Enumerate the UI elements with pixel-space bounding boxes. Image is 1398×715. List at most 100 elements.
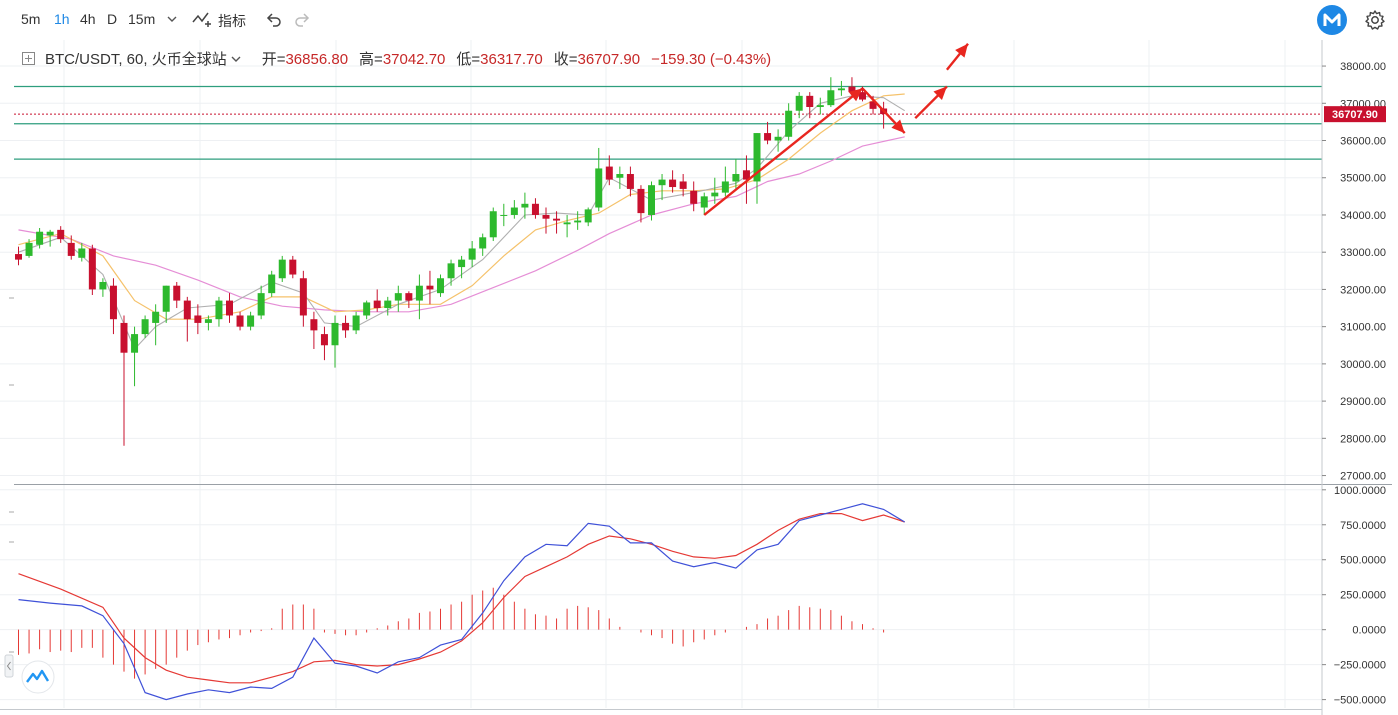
candle-body: [542, 214, 550, 219]
timeframe-d[interactable]: D: [107, 11, 118, 27]
timeframe-5m[interactable]: 5m: [21, 11, 41, 27]
macd-tick-label: 750.0000: [1340, 520, 1386, 532]
candle-body: [626, 174, 634, 189]
price-tick-label: 29000.00: [1340, 396, 1386, 408]
close-label: 收=: [553, 51, 578, 68]
price-axis: 38000.0037000.0036000.0035000.0034000.00…: [1321, 40, 1386, 715]
annotation-arrow-head: [848, 88, 863, 102]
candle-body: [669, 179, 677, 188]
candle-body: [711, 192, 719, 197]
candle-body: [120, 322, 128, 353]
price-tick-label: 31000.00: [1340, 322, 1386, 334]
price-tick-label: 35000.00: [1340, 173, 1386, 185]
indicators-button[interactable]: 指标: [218, 13, 246, 29]
current-price-label: 36707.90: [1332, 109, 1378, 121]
redo-icon[interactable]: [292, 10, 312, 30]
candle-body: [553, 218, 561, 221]
brand-logo: [1317, 5, 1347, 35]
gear-icon[interactable]: [1364, 9, 1386, 31]
candle-body: [15, 254, 22, 260]
candle-body: [289, 259, 297, 275]
chevron-left-icon: [6, 661, 11, 671]
annotation-arrow-head: [933, 86, 947, 100]
candle-body: [458, 259, 466, 268]
candle-body: [257, 293, 265, 316]
chevron-down-icon[interactable]: [230, 54, 242, 64]
candle-body: [510, 207, 518, 215]
moving-averages: [18, 93, 905, 350]
candle-body: [563, 222, 571, 225]
timeframe-15m[interactable]: 15m: [128, 11, 156, 27]
ma-slow-line: [18, 136, 905, 313]
ma-mid-line: [18, 93, 905, 320]
candle-body: [331, 322, 339, 346]
candlesticks: [15, 77, 888, 446]
candle-body: [352, 315, 360, 331]
annotation-arrows: [703, 42, 969, 216]
price-tick-label: 34000.00: [1340, 210, 1386, 222]
candle-body: [489, 211, 497, 238]
macd-tick-label: 500.0000: [1340, 555, 1386, 567]
candle-body: [700, 196, 708, 208]
timeframe-1h[interactable]: 1h: [54, 11, 70, 27]
candle-body: [394, 293, 402, 301]
chevron-down-icon[interactable]: [166, 13, 178, 25]
close-value: 36707.90: [577, 51, 641, 68]
candle-body: [479, 237, 487, 249]
macd-tick-label: 1000.0000: [1334, 485, 1386, 497]
high-value: 37042.70: [382, 51, 446, 68]
candle-body: [373, 300, 381, 309]
current-price-tag: [1324, 106, 1386, 123]
ohlc-legend: BTC/USDT, 60, 火币全球站 开=36856.80 高=37042.70 低…: [22, 48, 771, 69]
candle-body: [57, 229, 65, 240]
low-value: 36317.70: [480, 51, 543, 68]
macd-axis: 1000.0000 750.0000 500.0000 250.0000 0.0000 −…: [1322, 485, 1386, 707]
candle-body: [774, 136, 782, 141]
candle-body: [732, 174, 740, 182]
price-tick-label: 27000.00: [1340, 471, 1386, 483]
macd-tick-label: −500.0000: [1334, 695, 1386, 707]
timeframe-4h[interactable]: 4h: [80, 11, 96, 27]
candle-body: [848, 86, 856, 93]
candle-body: [690, 190, 698, 204]
candle-body: [426, 285, 434, 290]
candle-body: [806, 95, 814, 108]
candle-body: [521, 203, 529, 208]
macd-panel: [18, 503, 906, 701]
macd-tick-label: 250.0000: [1340, 590, 1386, 602]
price-tick-label: 30000.00: [1340, 359, 1386, 371]
m-logo-icon: [1323, 13, 1341, 26]
candle-body: [753, 133, 761, 182]
candle-body: [204, 319, 212, 323]
candle-body: [595, 168, 603, 208]
candle-body: [78, 248, 86, 258]
open-label: 开=: [261, 51, 286, 68]
candle-body: [616, 174, 624, 178]
macd-signal-line: [18, 513, 905, 684]
candle-body: [310, 319, 318, 331]
horizontal-levels: [14, 85, 1322, 160]
candle-body: [785, 110, 793, 137]
candle-body: [531, 203, 539, 215]
chart-misc: [0, 297, 1322, 710]
candle-body: [648, 185, 655, 215]
expand-icon[interactable]: [22, 52, 35, 65]
macd-line: [18, 503, 906, 701]
low-label: 低=: [456, 51, 481, 68]
symbol-label[interactable]: BTC/USDT, 60, 火币全球站: [45, 51, 227, 68]
candle-body: [25, 242, 33, 256]
candle-body: [278, 259, 286, 279]
annotation-arrow-head: [891, 119, 905, 134]
candle-body: [584, 209, 592, 223]
grid-lines: [0, 40, 1392, 708]
candle-body: [67, 242, 75, 256]
collapse-handle: [4, 654, 14, 678]
indicators-icon[interactable]: [192, 10, 212, 30]
open-value: 36856.80: [285, 51, 349, 68]
candle-body: [447, 263, 455, 279]
undo-icon[interactable]: [264, 10, 284, 30]
candle-body: [363, 302, 371, 316]
candle-body: [236, 315, 244, 327]
candle-body: [268, 274, 276, 294]
